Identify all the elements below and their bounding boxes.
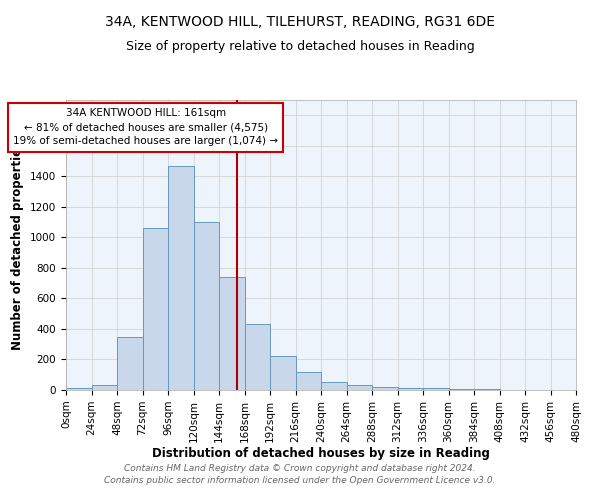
Bar (66, 388, 91, 390)
Bar (270, 356, 296, 390)
Text: Size of property relative to detached houses in Reading: Size of property relative to detached ho… (125, 40, 475, 53)
Bar (372, 387, 398, 390)
Bar (193, 222, 219, 390)
Bar (347, 384, 372, 390)
Bar (91, 384, 117, 390)
Bar (245, 324, 270, 390)
Bar (423, 388, 449, 390)
Bar (449, 389, 474, 390)
Bar (321, 382, 347, 390)
Bar (168, 166, 193, 390)
Text: 34A, KENTWOOD HILL, TILEHURST, READING, RG31 6DE: 34A, KENTWOOD HILL, TILEHURST, READING, … (105, 15, 495, 29)
Bar (296, 372, 321, 390)
Bar (474, 389, 499, 390)
Text: Contains HM Land Registry data © Crown copyright and database right 2024.
Contai: Contains HM Land Registry data © Crown c… (104, 464, 496, 485)
Bar (398, 388, 423, 390)
Y-axis label: Number of detached properties: Number of detached properties (11, 140, 25, 350)
Bar (117, 336, 143, 390)
Bar (219, 277, 245, 390)
Text: 34A KENTWOOD HILL: 161sqm
← 81% of detached houses are smaller (4,575)
19% of se: 34A KENTWOOD HILL: 161sqm ← 81% of detac… (13, 108, 278, 146)
Bar (143, 228, 168, 390)
X-axis label: Distribution of detached houses by size in Reading: Distribution of detached houses by size … (152, 448, 490, 460)
